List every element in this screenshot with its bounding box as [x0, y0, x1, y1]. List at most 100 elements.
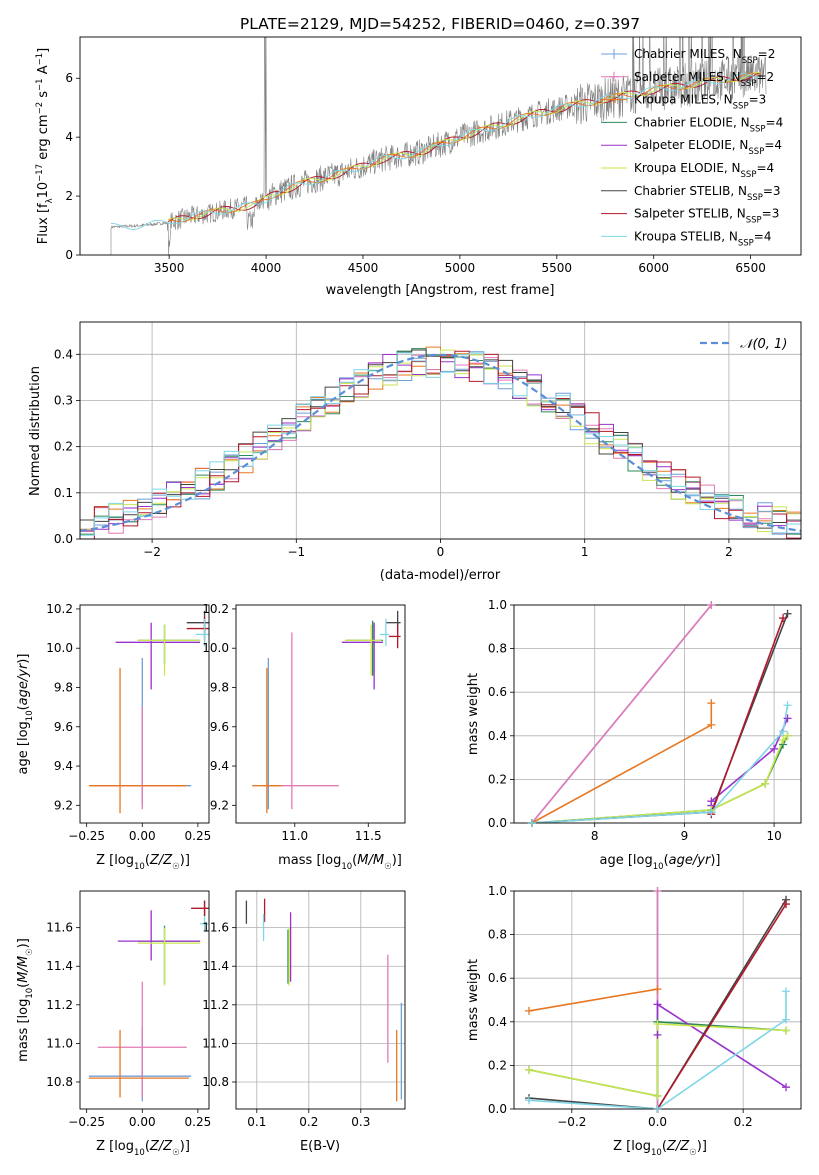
weight-marker: [782, 900, 791, 909]
figure-title: PLATE=2129, MJD=54252, FIBERID=0460, z=0…: [240, 15, 640, 33]
weight-marker: [653, 1091, 662, 1100]
axes-frame: [235, 604, 406, 824]
legend-entry: Kroupa ELODIE, NSSP=4: [634, 161, 774, 180]
panel-mass_weight_vs_Z: −0.2 0.0 0.2 0.0 0.2 0.4 0.6 0.8 1.0: [488, 884, 802, 1129]
weight-line: [531, 605, 712, 823]
x-tick-label: 5000: [445, 261, 476, 275]
panel-age_vs_mass: 11.0 11.5 9.2 9.4 9.6 9.8 10.0 10.2: [202, 602, 406, 843]
errorbar-point: [88, 667, 187, 814]
legend-entry: 𝒩(0, 1): [740, 337, 787, 352]
y-tick-label: 0.6: [488, 685, 507, 699]
errorbar-point: [252, 667, 282, 814]
weight-marker: [782, 1026, 791, 1035]
x-tick-label: 8: [591, 829, 599, 843]
y-tick-label: 11.2: [46, 998, 73, 1012]
x-tick-label: −0.25: [68, 1115, 105, 1129]
y-tick-label: 0.0: [54, 532, 73, 546]
x-tick-label: 11.0: [281, 829, 308, 843]
axes-frame: [79, 604, 210, 824]
y-tick-label: 11.0: [46, 1036, 73, 1050]
spectrum-legend: Chabrier MILES, NSSP=2 Salpeter MILES, NS…: [601, 47, 783, 248]
y-tick-label: 0: [65, 248, 73, 262]
errorbar-point: [97, 707, 187, 810]
y-tick-label: 0.3: [54, 393, 73, 407]
weight-marker: [782, 1015, 791, 1024]
plot-area: [80, 346, 801, 539]
weight-line: [710, 718, 789, 806]
x-tick-label: 5500: [542, 261, 573, 275]
weight-marker: [779, 736, 788, 745]
x-tick-label: 0.0: [648, 1115, 667, 1129]
weight-marker: [783, 714, 792, 723]
x-tick-label: −0.25: [68, 829, 105, 843]
x-tick-label: 1: [581, 545, 589, 559]
weight-line: [710, 617, 784, 815]
y-axis-label: Normed distribution: [28, 366, 43, 496]
x-axis-label: E(B-V): [300, 1139, 340, 1154]
weight-marker: [707, 808, 716, 817]
y-tick-label: 10.2: [202, 602, 229, 616]
x-tick-label: 9: [681, 829, 689, 843]
x-tick-label: 0.2: [734, 1115, 753, 1129]
errorbar-point: [117, 910, 201, 961]
y-tick-label: 0.2: [488, 772, 507, 786]
weight-line: [528, 991, 787, 1109]
y-tick-label: 6: [65, 71, 73, 85]
weight-marker: [653, 1030, 662, 1039]
x-axis-label: wavelength [Angstrom, rest frame]: [326, 283, 555, 298]
weight-marker: [527, 819, 536, 827]
plot-area: [245, 898, 403, 1102]
weight-marker: [707, 720, 716, 729]
legend-marker: [609, 94, 619, 105]
legend-entry: Salpeter ELODIE, NSSP=4: [634, 138, 782, 157]
y-tick-label: 9.8: [210, 680, 229, 694]
y-axis-label: mass [log10(M/M☉)]: [16, 938, 35, 1062]
weight-line: [528, 1023, 787, 1097]
x-tick-label: 0.00: [129, 829, 156, 843]
y-tick-label: 9.4: [54, 759, 73, 773]
plot-area: [252, 610, 401, 814]
x-axis-label: Z [log10(Z/Z☉)]: [96, 1139, 190, 1158]
errorbar-point: [191, 900, 209, 917]
gaussian-curve: [80, 353, 801, 532]
weight-marker: [779, 614, 788, 623]
weight-marker: [653, 887, 662, 895]
y-tick-label: 10.0: [202, 641, 229, 655]
weight-line: [528, 988, 658, 1012]
plot-area: [528, 891, 787, 1109]
errorbar-point: [341, 622, 383, 690]
model-spectrum-line: [168, 72, 762, 223]
x-tick-label: 0.2: [299, 1115, 318, 1129]
weight-line: [656, 1002, 787, 1088]
weight-marker: [783, 701, 792, 710]
weight-marker: [707, 797, 716, 806]
weight-marker: [707, 601, 716, 609]
errorbar-point: [88, 1026, 192, 1102]
spectrum-line: [110, 37, 767, 255]
y-tick-label: 9.4: [210, 759, 229, 773]
x-axis-label: Z [log10(Z/Z☉)]: [613, 1139, 707, 1158]
x-tick-label: 0.25: [185, 829, 212, 843]
x-tick-label: 6500: [735, 261, 766, 275]
weight-line: [531, 705, 789, 823]
y-tick-label: 11.6: [202, 921, 229, 935]
legend-entry: Chabrier STELIB, NSSP=3: [634, 184, 781, 203]
errorbar-point: [262, 658, 275, 810]
axes-frame: [79, 36, 802, 256]
x-tick-label: −2: [143, 545, 161, 559]
errorbar-point: [200, 916, 209, 932]
errorbar-point: [344, 624, 382, 676]
weight-marker: [782, 1083, 791, 1092]
errorbar-point: [385, 610, 401, 635]
x-axis-label: age [log10(age/yr)]: [600, 853, 721, 872]
y-tick-label: 9.6: [54, 720, 73, 734]
y-tick-label: 10.0: [46, 641, 73, 655]
panel-spectrum: 3500 4000 4500 5000 5500 6000 6500 0 2 4 6 Chabrier…: [65, 36, 802, 275]
legend-marker: [609, 71, 619, 82]
axes-frame: [79, 890, 210, 1110]
y-axis-label: mass weight: [466, 959, 481, 1041]
x-tick-label: −0.2: [557, 1115, 586, 1129]
legend-entry: Chabrier ELODIE, NSSP=4: [634, 115, 783, 134]
